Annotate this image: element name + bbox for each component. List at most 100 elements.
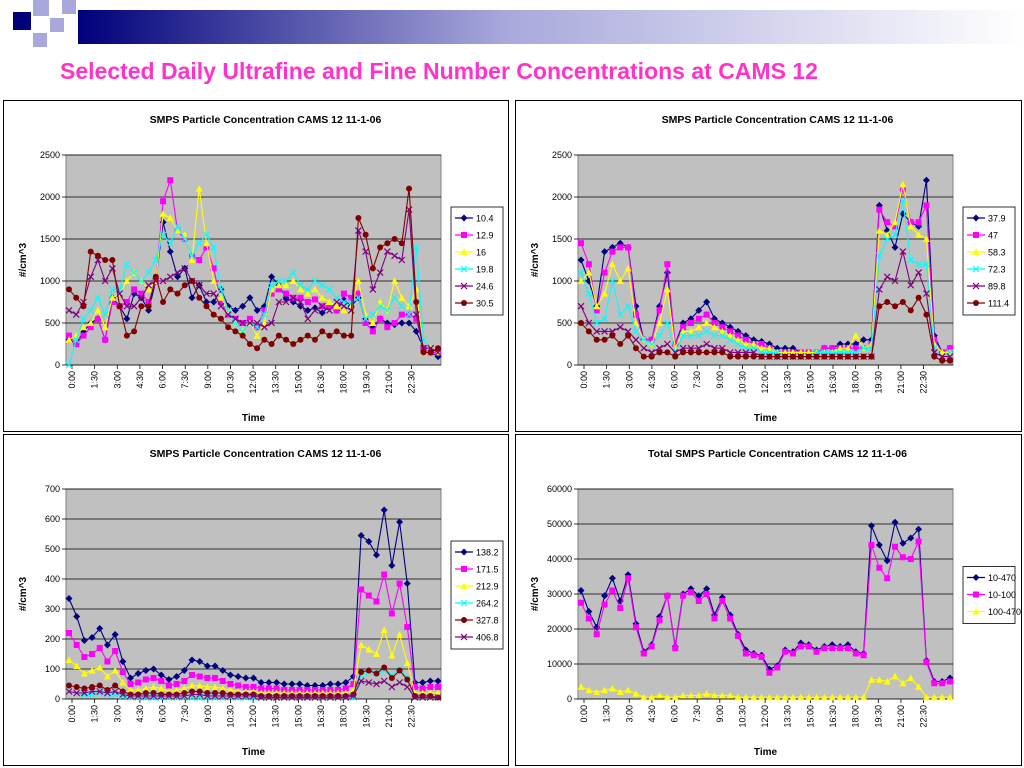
data-point (173, 686, 181, 693)
data-point (142, 690, 149, 696)
data-point (131, 286, 138, 293)
legend-label: 58.3 (988, 248, 1006, 258)
data-point (419, 685, 426, 692)
data-point (427, 349, 434, 356)
data-point (931, 680, 938, 687)
data-point (632, 311, 639, 318)
data-point (159, 277, 167, 285)
data-point (922, 693, 930, 701)
data-point (142, 685, 150, 692)
y-tick-label: 0 (567, 694, 572, 704)
data-point (174, 290, 181, 297)
data-point (65, 336, 73, 343)
data-point (805, 353, 812, 360)
data-point (283, 290, 290, 297)
x-tick-label: 0:00 (579, 371, 589, 389)
data-point (398, 319, 406, 327)
data-point (403, 659, 411, 666)
data-point (593, 307, 600, 314)
data-point (711, 320, 718, 326)
data-point (96, 625, 104, 632)
y-tick-label: 40000 (547, 554, 572, 564)
data-point (915, 294, 922, 301)
data-point (915, 231, 923, 238)
slide-title: Selected Daily Ultrafine and Fine Number… (60, 58, 818, 84)
data-point (426, 694, 434, 701)
data-point (150, 665, 158, 673)
data-point (65, 306, 73, 314)
data-point (265, 685, 272, 692)
y-axis-label: #/cm^3 (530, 576, 541, 611)
data-point (196, 688, 203, 695)
data-point (304, 332, 311, 339)
legend-marker (460, 582, 468, 589)
data-point (860, 693, 868, 701)
data-point (939, 680, 946, 687)
data-point (844, 645, 851, 652)
data-point (275, 277, 283, 285)
data-point (797, 643, 804, 650)
data-point (268, 273, 276, 281)
x-tick-label: 9:00 (715, 371, 725, 389)
x-tick-label: 21:00 (896, 705, 906, 728)
data-point (868, 353, 875, 360)
y-tick-label: 2500 (40, 150, 60, 160)
data-point (319, 694, 327, 701)
data-point (253, 319, 261, 327)
legend-marker (461, 232, 467, 238)
data-point (695, 315, 702, 322)
deco-square-light (62, 0, 76, 14)
data-point (687, 320, 694, 326)
data-point (189, 278, 195, 284)
legend-label: 212.9 (476, 582, 499, 592)
data-point (203, 662, 211, 670)
data-point (742, 353, 749, 360)
data-point (196, 257, 203, 263)
data-point (719, 324, 726, 331)
data-point (196, 658, 204, 665)
data-point (860, 652, 867, 659)
data-point (165, 682, 172, 689)
data-point (152, 273, 159, 280)
deco-square-light (33, 0, 49, 16)
data-point (680, 592, 687, 599)
x-axis-label: Time (242, 747, 266, 758)
data-point (718, 692, 726, 699)
data-point (297, 336, 304, 343)
data-point (235, 682, 242, 689)
y-tick-label: 500 (45, 318, 60, 328)
data-point (210, 311, 217, 318)
x-tick-label: 4:30 (135, 705, 145, 723)
data-point (608, 574, 616, 582)
data-point (203, 692, 211, 700)
legend-marker (972, 214, 980, 222)
data-point (165, 676, 173, 683)
data-point (876, 206, 883, 213)
data-point (821, 645, 828, 652)
data-point (577, 269, 585, 277)
data-point (695, 306, 703, 314)
x-tick-label: 21:00 (384, 705, 394, 728)
x-tick-label: 18:00 (851, 371, 861, 394)
data-point (867, 522, 875, 530)
data-point (656, 617, 663, 624)
data-point (333, 328, 340, 335)
legend-box (450, 206, 504, 316)
data-point (81, 685, 88, 692)
data-point (413, 299, 420, 305)
data-point (577, 302, 585, 310)
data-point (391, 236, 398, 242)
data-point (388, 562, 396, 569)
data-point (899, 554, 906, 561)
data-point (203, 290, 210, 298)
data-point (66, 630, 72, 636)
data-point (73, 689, 81, 697)
data-point (609, 332, 616, 339)
data-point (805, 643, 812, 650)
data-point (883, 678, 891, 685)
data-point (152, 256, 160, 264)
data-point (860, 336, 868, 344)
data-point (112, 648, 119, 654)
data-point (585, 615, 592, 622)
data-point (797, 693, 805, 701)
